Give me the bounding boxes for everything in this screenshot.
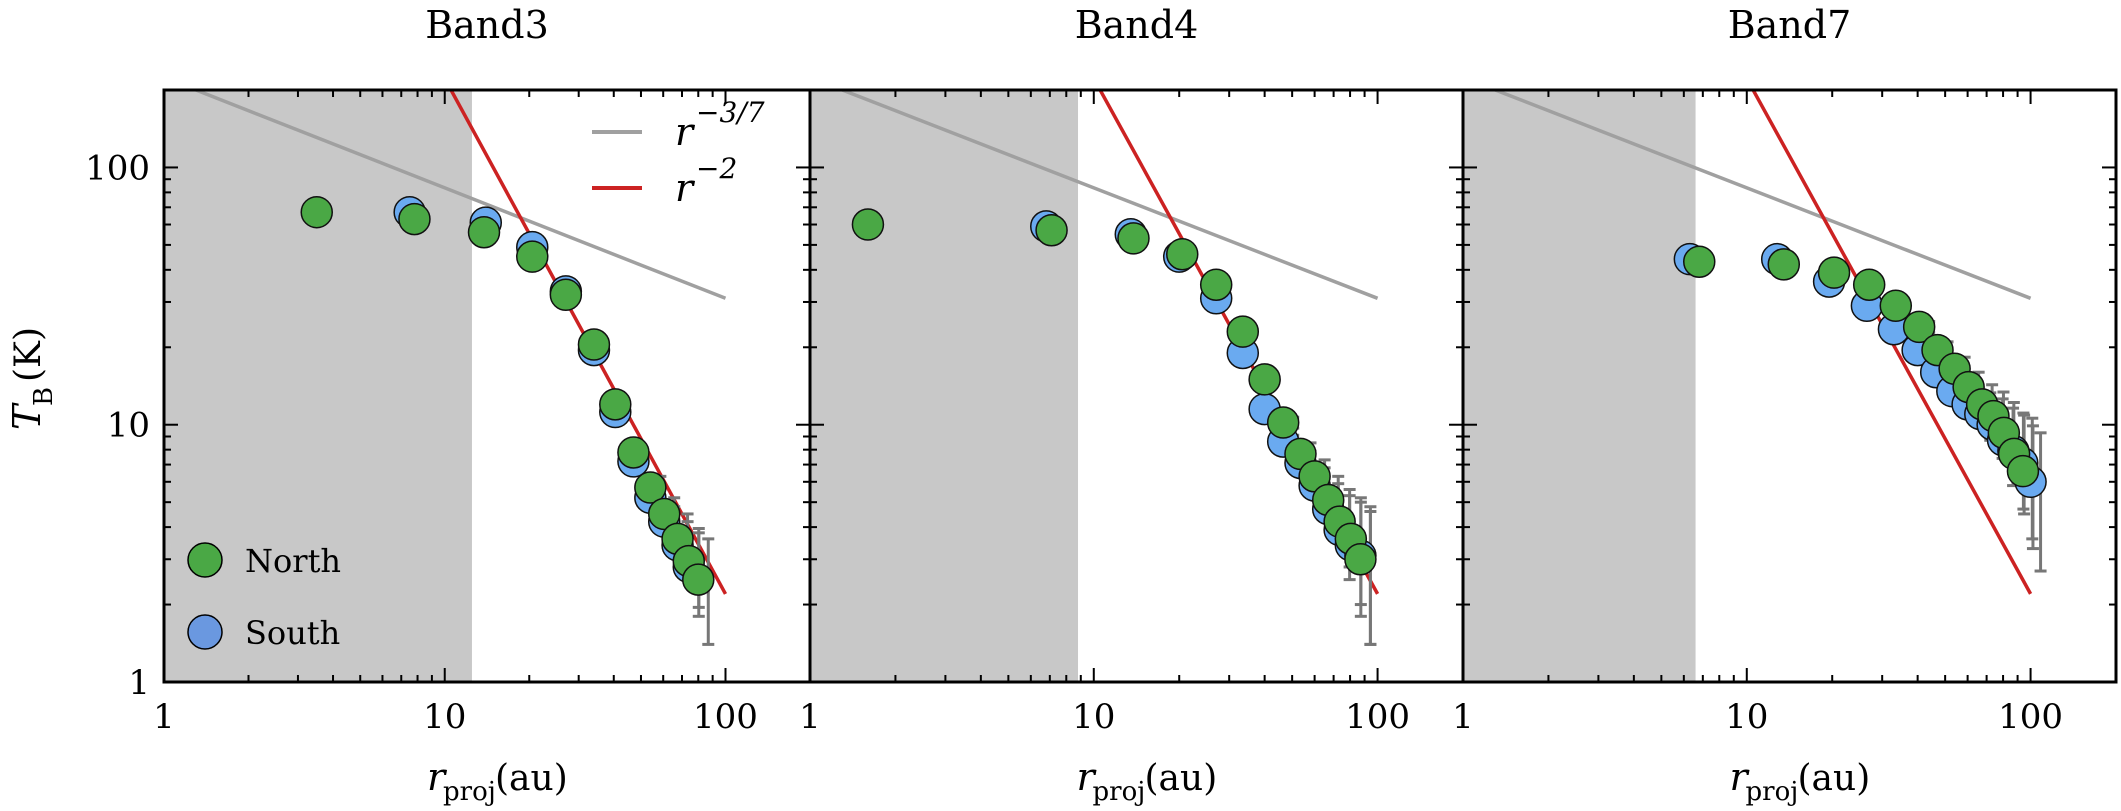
- data-point-north: [398, 202, 431, 236]
- data-point-north: [647, 497, 681, 531]
- shaded-region: [164, 90, 472, 682]
- panel-title: Band4: [1075, 3, 1199, 47]
- panel-plot-area-3: [1463, 90, 2047, 682]
- ref-line-r37: [1494, 90, 2032, 300]
- x-tick-label: 10: [423, 697, 466, 737]
- panel-plot-area-2: [810, 90, 1380, 682]
- data-point-north: [682, 563, 715, 596]
- panel-title: Band7: [1728, 3, 1852, 47]
- data-point-north: [1767, 248, 1801, 281]
- data-point-north: [1879, 289, 1913, 323]
- x-tick-label: 10: [1725, 697, 1768, 737]
- data-point-north: [577, 328, 611, 361]
- x-axis-label-main: r: [1077, 755, 1098, 799]
- legend-label-r37-base: r: [675, 110, 696, 154]
- data-point-north: [1166, 237, 1199, 271]
- y-tick-label: 100: [85, 148, 150, 188]
- data-point-north: [467, 215, 501, 249]
- x-axis-label-unit: (au): [495, 758, 568, 799]
- data-point-north: [1248, 363, 1281, 396]
- data-point-north: [516, 240, 549, 273]
- x-tick-label: 100: [1998, 697, 2063, 737]
- x-tick-label: 1: [153, 697, 175, 737]
- x-axis-label-sub: proj: [443, 777, 496, 807]
- ref-line-r37: [195, 90, 727, 300]
- legend-label-r2-exp: −2: [696, 152, 737, 185]
- panel-frame-3: [1461, 88, 2118, 684]
- legend-marker-north: [187, 542, 223, 578]
- y-axis-label-unit: (K): [8, 327, 49, 382]
- x-axis-label-main: r: [1730, 755, 1751, 799]
- x-axis-label-main: r: [427, 755, 448, 799]
- x-tick-label: 100: [1345, 697, 1410, 737]
- shaded-region: [810, 90, 1079, 682]
- x-tick-label: 10: [1072, 697, 1115, 737]
- x-tick-label: 1: [1452, 697, 1474, 737]
- panel-plot-area-1: [164, 90, 728, 682]
- data-point-north: [1902, 310, 1936, 344]
- data-point-north: [599, 388, 632, 421]
- data-point-north: [1852, 268, 1886, 301]
- x-tick-label: 100: [693, 697, 758, 737]
- x-tick-label: 1: [799, 697, 821, 737]
- x-axis-label-unit: (au): [1145, 758, 1218, 799]
- legend-label-south: South: [245, 614, 340, 652]
- data-point-north: [1035, 214, 1068, 247]
- shaded-region: [1463, 90, 1696, 682]
- data-point-north: [1683, 245, 1716, 278]
- data-point-north: [2006, 454, 2040, 488]
- data-point-north: [1199, 268, 1233, 301]
- y-axis-label-sub: B: [29, 387, 59, 406]
- data-point-north: [851, 208, 885, 241]
- data-point-north: [300, 195, 333, 229]
- data-point-north: [1817, 256, 1851, 289]
- legend-label-north: North: [245, 542, 341, 580]
- x-axis-label-sub: proj: [1746, 777, 1799, 807]
- legend-marker-south: [187, 614, 223, 650]
- data-point-north: [1117, 222, 1150, 255]
- y-tick-label: 1: [128, 663, 150, 703]
- data-point-north: [1226, 315, 1260, 348]
- y-tick-label: 10: [107, 406, 150, 446]
- x-axis-label-sub: proj: [1093, 777, 1146, 807]
- legend-label-r2-base: r: [675, 166, 696, 210]
- data-point-north: [617, 436, 650, 469]
- ref-line-r37: [841, 90, 1379, 300]
- data-point-north: [634, 471, 667, 504]
- y-axis-label: T B (K): [5, 327, 59, 430]
- marker-legend: North South: [187, 542, 341, 652]
- data-point-north: [1344, 542, 1377, 576]
- data-point-north: [549, 278, 583, 312]
- x-axis-label-unit: (au): [1798, 758, 1871, 799]
- line-legend: r −3/7 r −2: [592, 96, 765, 210]
- panel-title: Band3: [425, 3, 549, 47]
- legend-label-r37-exp: −3/7: [696, 96, 765, 129]
- y-axis-label-main: T: [5, 402, 49, 430]
- data-point-north: [1266, 406, 1300, 439]
